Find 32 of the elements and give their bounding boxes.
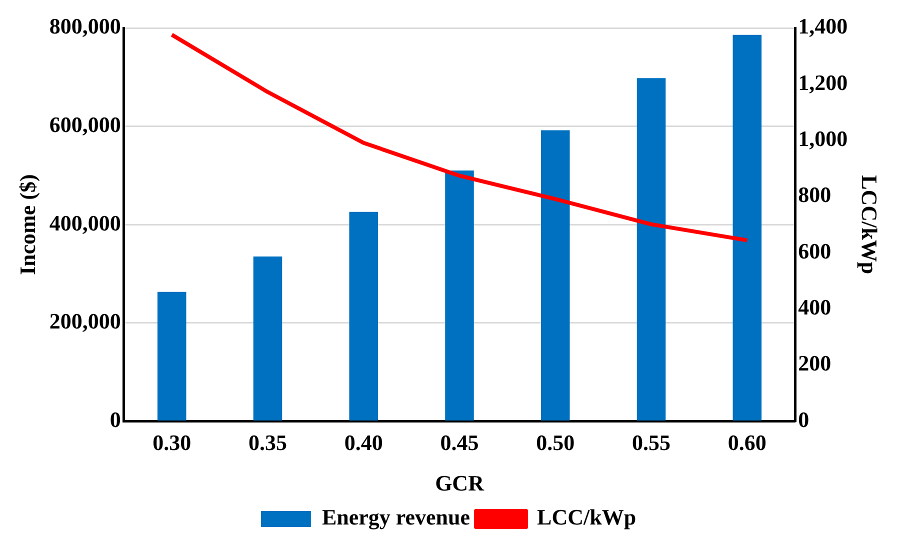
x-tick-label: 0.45 (440, 430, 479, 456)
y-tick-label: 600,000 (49, 112, 121, 137)
bar (349, 212, 378, 420)
y2-tick-label: 400 (798, 294, 832, 320)
x-tick-label: 0.50 (536, 430, 575, 456)
bar (636, 78, 666, 420)
legend-label: Energy revenue (322, 504, 470, 530)
x-tick-label: 0.60 (728, 430, 766, 456)
y2-tick-label: 1,200 (798, 70, 848, 95)
y2-tick-label: 1,400 (798, 14, 848, 39)
x-tick-label: 0.40 (344, 430, 383, 456)
y2-tick-label: 800 (798, 182, 832, 208)
x-tick-label: 0.30 (152, 430, 192, 456)
x-tick-label: 0.55 (632, 430, 671, 456)
x-tick-label: 0.35 (248, 430, 287, 456)
y2-axis-title: LCC/kWp (857, 175, 882, 274)
bar (732, 34, 762, 420)
legend-label: LCC/kWp (537, 504, 636, 530)
y-tick-label: 0 (110, 406, 121, 432)
y-tick-label: 800,000 (49, 14, 121, 39)
y-tick-label: 200,000 (49, 308, 121, 334)
y-tick-label: 400,000 (49, 210, 121, 236)
y2-tick-label: 600 (798, 238, 832, 264)
y-axis-title: Income ($) (14, 174, 40, 276)
y2-tick-label: 200 (798, 350, 832, 376)
bar (541, 130, 570, 420)
bar (157, 292, 186, 420)
y2-tick-label: 1,000 (798, 126, 848, 152)
bar (253, 256, 282, 420)
y2-tick-label: 0 (798, 406, 810, 432)
bar (445, 170, 474, 420)
x-axis-title: GCR (435, 470, 486, 496)
